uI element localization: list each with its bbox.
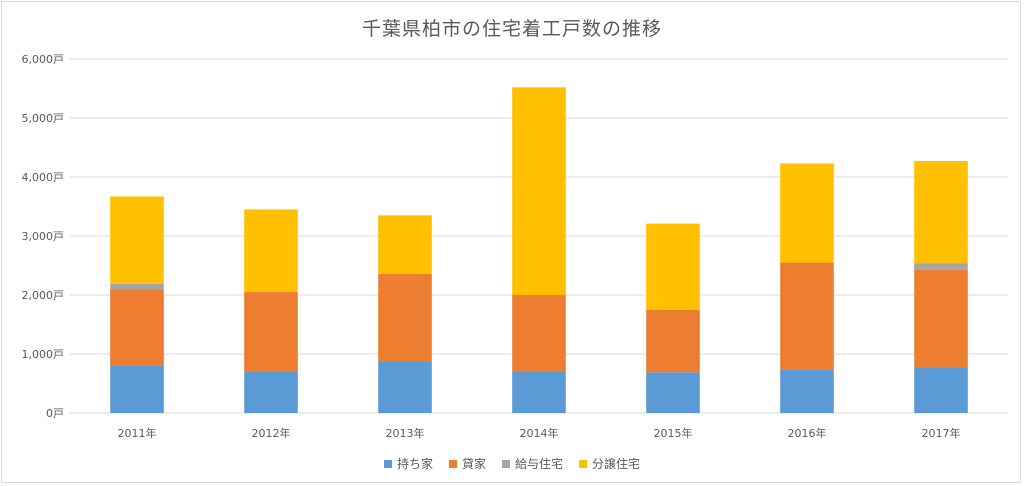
bar-segment bbox=[110, 289, 164, 366]
x-tick-label: 2016年 bbox=[788, 426, 827, 440]
bar-segment bbox=[512, 371, 566, 413]
bar-segment bbox=[646, 372, 700, 413]
x-tick-label: 2017年 bbox=[922, 426, 961, 440]
bar-segment bbox=[244, 292, 298, 372]
bar-segment bbox=[780, 163, 834, 263]
bar-segment bbox=[780, 262, 834, 370]
legend-swatch bbox=[448, 459, 457, 468]
x-tick-label: 2015年 bbox=[654, 426, 693, 440]
y-tick-label: 6,000戸 bbox=[22, 53, 65, 66]
bar-segment bbox=[646, 309, 700, 373]
bar-segment bbox=[378, 361, 432, 413]
bar-segment bbox=[110, 283, 164, 290]
bar-segment bbox=[914, 367, 968, 413]
legend-label: 貸家 bbox=[461, 457, 486, 471]
legend-label: 分譲住宅 bbox=[592, 457, 641, 471]
bar-segment bbox=[914, 269, 968, 368]
legend-swatch bbox=[502, 459, 510, 468]
legend-item: 貸家 bbox=[448, 455, 486, 472]
bar-segment bbox=[110, 365, 164, 413]
y-tick-label: 5,000戸 bbox=[22, 112, 65, 125]
legend-item: 持ち家 bbox=[383, 455, 433, 472]
bar-segment bbox=[914, 161, 968, 264]
legend-label: 給与住宅 bbox=[515, 457, 564, 471]
bar-segment bbox=[512, 87, 566, 295]
bar-segment bbox=[378, 273, 432, 362]
bar-segment bbox=[780, 369, 834, 413]
legend-swatch bbox=[579, 459, 588, 468]
y-tick-label: 0戸 bbox=[46, 407, 64, 420]
y-tick-label: 1,000戸 bbox=[22, 348, 65, 361]
bar-segment bbox=[378, 215, 432, 274]
y-tick-label: 4,000戸 bbox=[22, 171, 65, 184]
legend-swatch bbox=[383, 459, 392, 468]
bar-segment bbox=[914, 263, 968, 270]
chart-title: 千葉県柏市の住宅着工戸数の推移 bbox=[361, 18, 662, 40]
x-tick-label: 2013年 bbox=[386, 426, 425, 440]
y-tick-label: 2,000戸 bbox=[22, 289, 65, 302]
bar-segment bbox=[646, 223, 700, 310]
bar-segment bbox=[244, 209, 298, 293]
x-tick-label: 2011年 bbox=[118, 426, 157, 440]
y-tick-label: 3,000戸 bbox=[22, 230, 65, 243]
legend-item: 分譲住宅 bbox=[579, 455, 640, 472]
legend-item: 給与住宅 bbox=[502, 455, 563, 472]
bar-segment bbox=[110, 196, 164, 284]
x-tick-label: 2014年 bbox=[520, 426, 559, 440]
bar-segment bbox=[244, 371, 298, 413]
bar-segment bbox=[512, 295, 566, 372]
legend-label: 持ち家 bbox=[396, 457, 433, 471]
x-tick-label: 2012年 bbox=[252, 426, 291, 440]
legend: 持ち家 貸家 給与住宅 分譲住宅 bbox=[2, 455, 1022, 472]
